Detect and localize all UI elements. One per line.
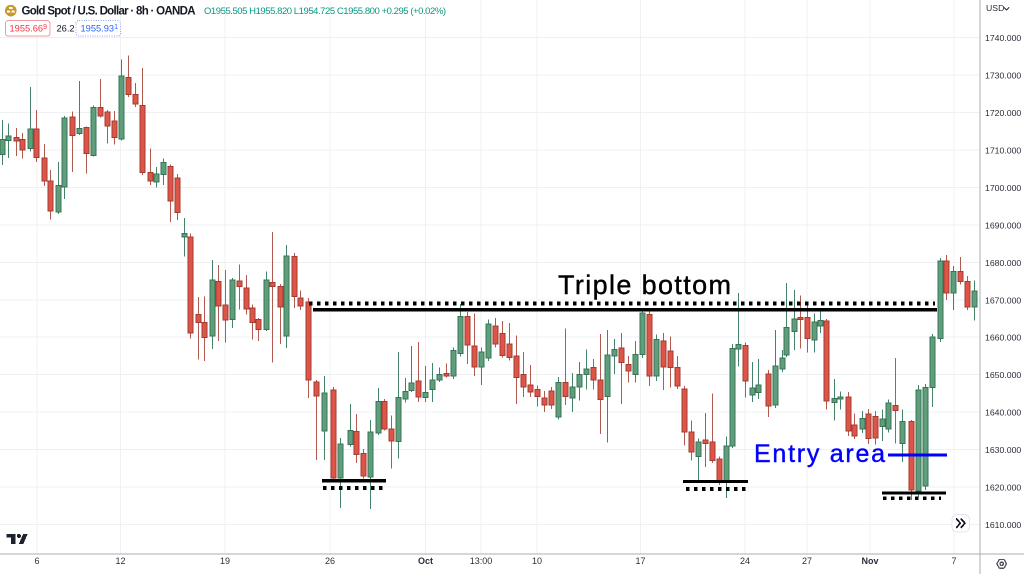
svg-text:1670.000: 1670.000 bbox=[985, 295, 1021, 305]
svg-text:1680.000: 1680.000 bbox=[985, 258, 1021, 268]
svg-text:17: 17 bbox=[635, 556, 645, 566]
svg-text:1690.000: 1690.000 bbox=[985, 220, 1021, 230]
svg-text:1730.000: 1730.000 bbox=[985, 71, 1021, 81]
svg-text:1650.000: 1650.000 bbox=[985, 370, 1021, 380]
svg-text:24: 24 bbox=[740, 556, 750, 566]
svg-text:Oct: Oct bbox=[418, 556, 433, 566]
svg-text:1700.000: 1700.000 bbox=[985, 183, 1021, 193]
svg-text:Triple bottom: Triple bottom bbox=[558, 270, 731, 300]
svg-text:1955.669: 1955.669 bbox=[10, 24, 48, 34]
svg-text:O1955.505 H1955.820 L1954.72: O1955.505 H1955.820 L1954.725 C1955.800 … bbox=[204, 6, 446, 17]
svg-text:1640.000: 1640.000 bbox=[985, 408, 1021, 418]
svg-text:1620.000: 1620.000 bbox=[985, 483, 1021, 493]
svg-text:1710.000: 1710.000 bbox=[985, 146, 1021, 156]
svg-text:19: 19 bbox=[220, 556, 230, 566]
svg-text:USD: USD bbox=[986, 3, 1004, 13]
svg-text:1660.000: 1660.000 bbox=[985, 333, 1021, 343]
svg-text:Gold Spot / U.S. Dollar · 8h ·: Gold Spot / U.S. Dollar · 8h · OANDA bbox=[22, 6, 196, 18]
svg-text:6: 6 bbox=[34, 556, 39, 566]
svg-text:27: 27 bbox=[802, 556, 812, 566]
svg-text:26.2: 26.2 bbox=[57, 24, 75, 34]
svg-text:1955.931: 1955.931 bbox=[81, 24, 119, 34]
svg-text:26: 26 bbox=[325, 556, 335, 566]
svg-text:Nov: Nov bbox=[861, 556, 878, 566]
svg-text:10: 10 bbox=[532, 556, 542, 566]
svg-text:1610.000: 1610.000 bbox=[985, 520, 1021, 530]
svg-text:7: 7 bbox=[951, 556, 956, 566]
svg-text:1630.000: 1630.000 bbox=[985, 445, 1021, 455]
svg-text:1740.000: 1740.000 bbox=[985, 33, 1021, 43]
svg-text:13:00: 13:00 bbox=[470, 556, 493, 566]
svg-text:1720.000: 1720.000 bbox=[985, 108, 1021, 118]
svg-text:12: 12 bbox=[115, 556, 125, 566]
